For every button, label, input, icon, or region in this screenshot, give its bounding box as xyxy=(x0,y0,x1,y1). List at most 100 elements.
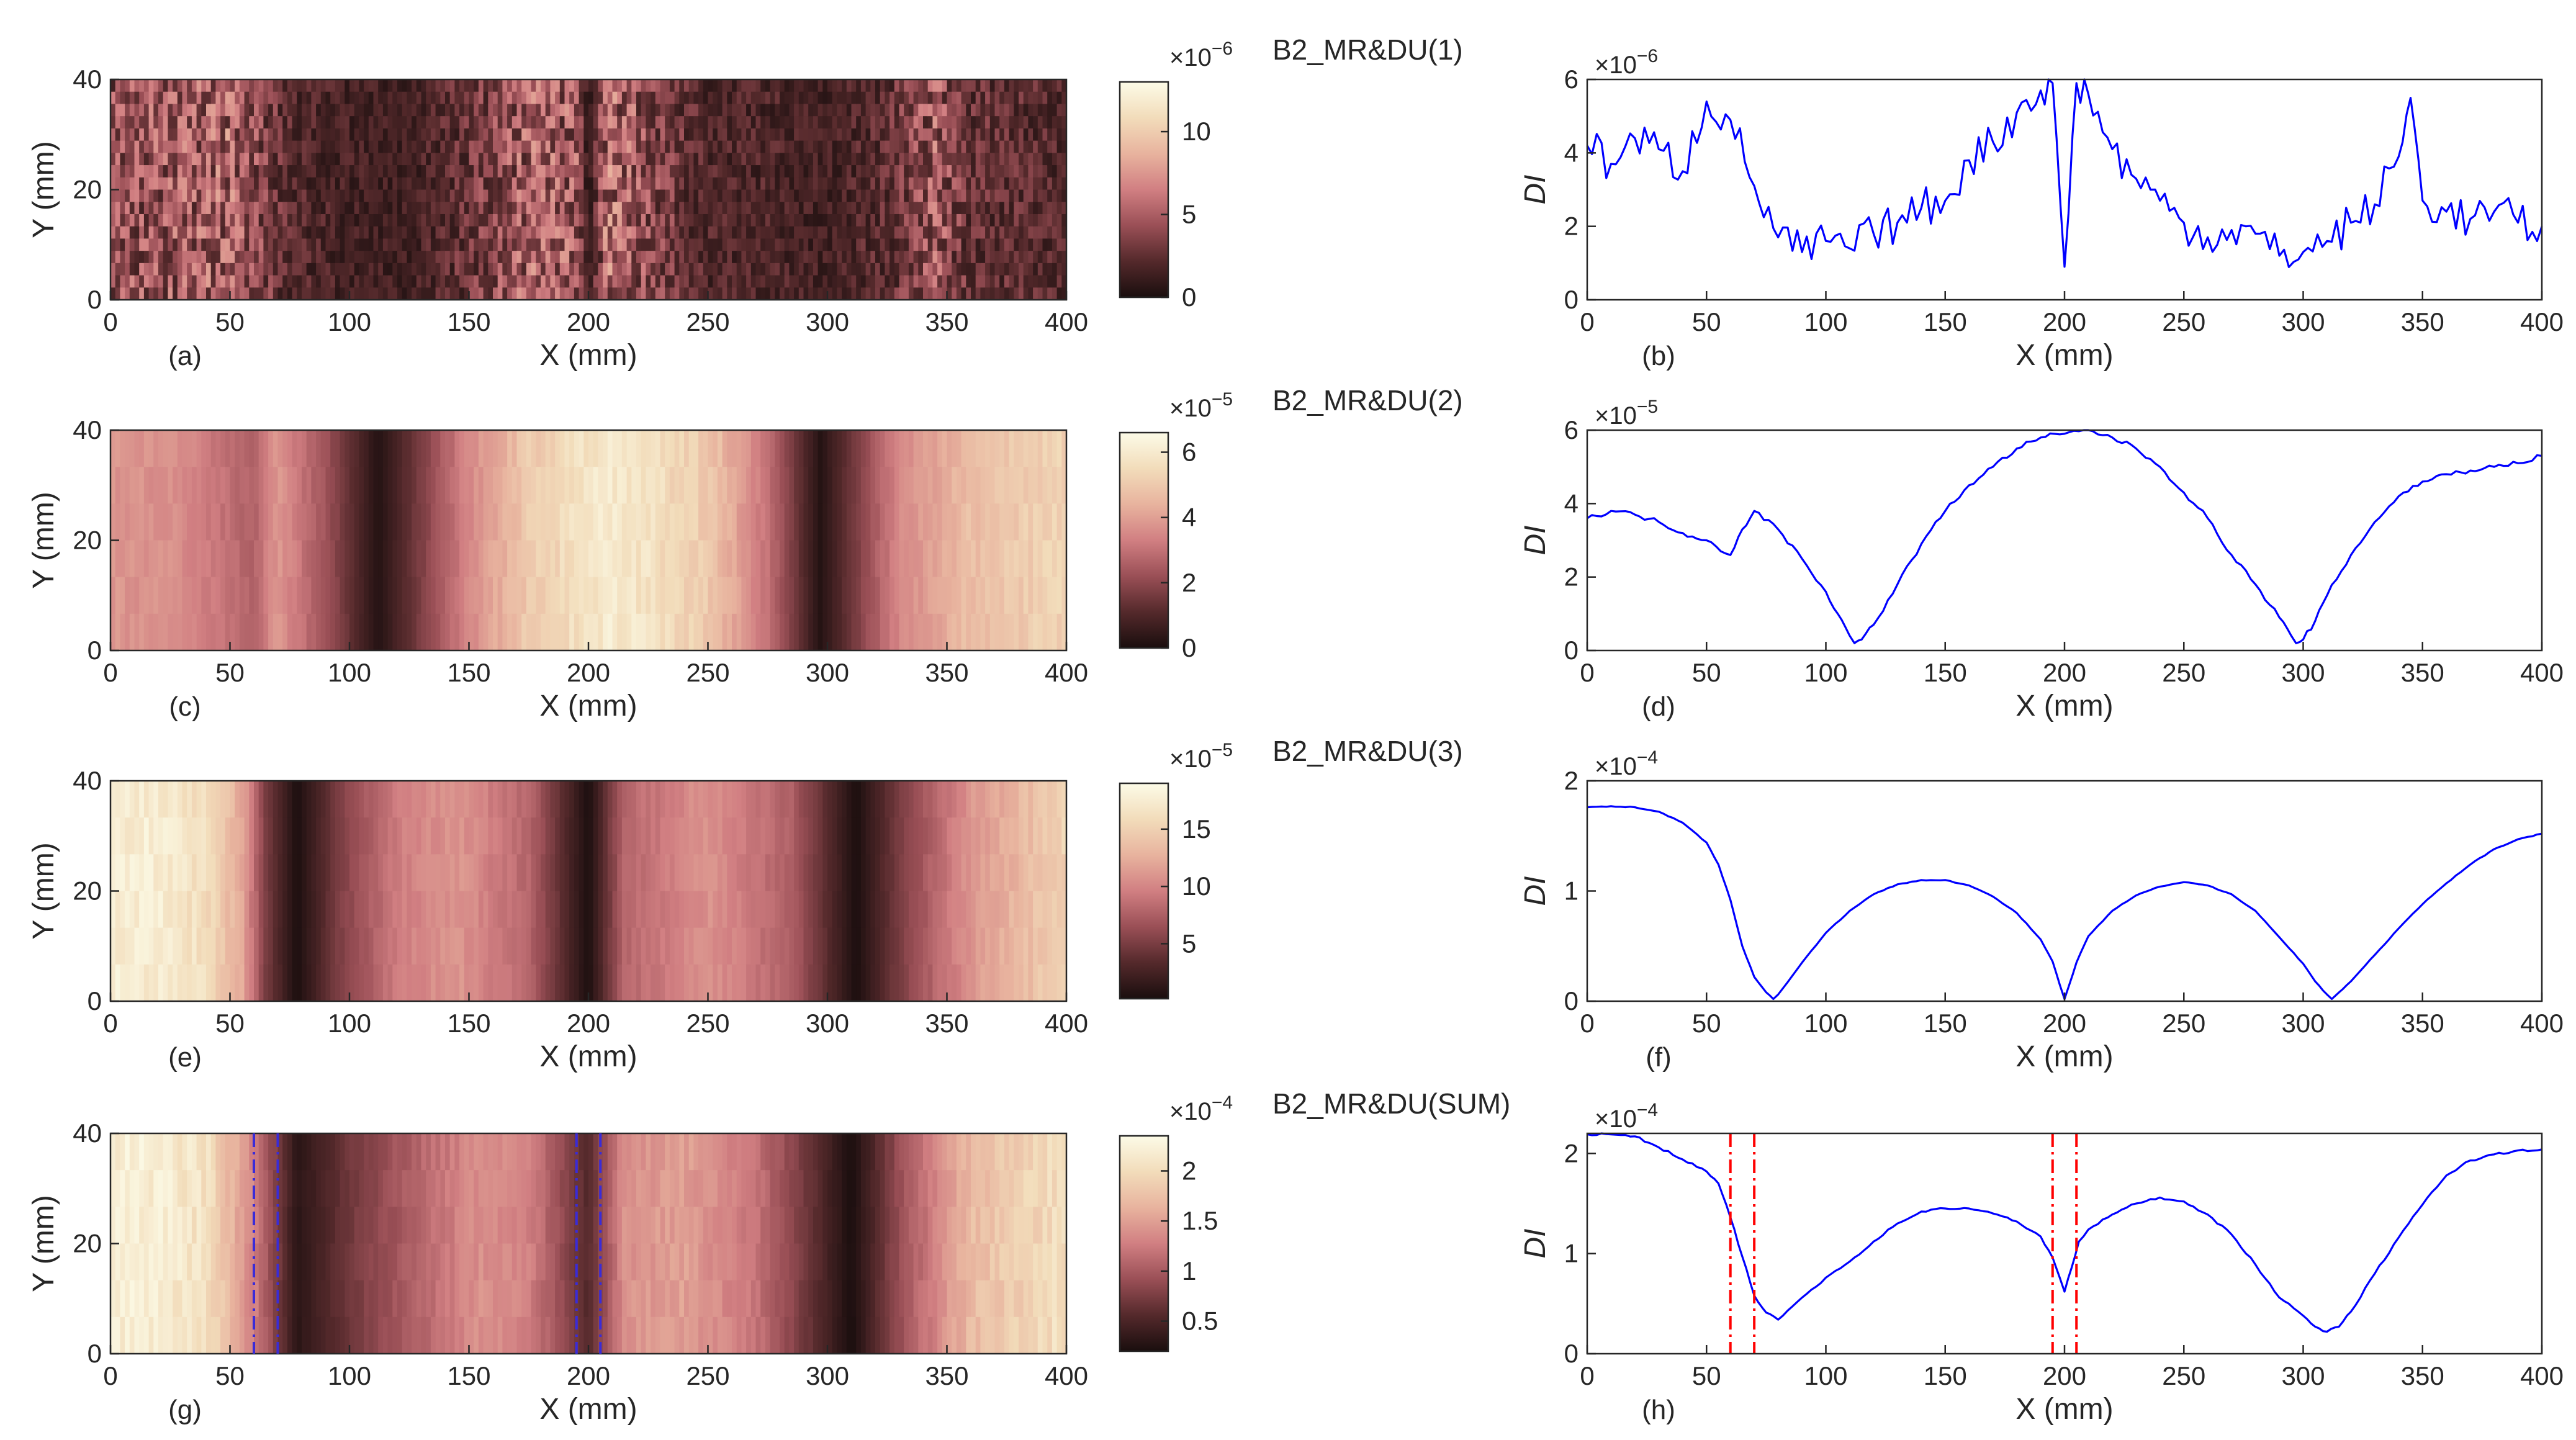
heatmap-cell xyxy=(143,817,150,855)
heatmap-cell xyxy=(784,467,790,505)
heatmap-cell xyxy=(1014,153,1019,166)
heatmap-cell xyxy=(947,263,952,276)
heatmap-cell xyxy=(837,177,842,191)
heatmap-cell xyxy=(263,153,269,166)
heatmap-cell xyxy=(684,503,690,541)
heatmap-cell xyxy=(1061,91,1067,105)
heatmap-cell xyxy=(822,104,828,117)
heatmap-cell xyxy=(832,214,838,227)
heatmap-cell xyxy=(335,430,341,467)
heatmap-cell xyxy=(851,613,857,651)
heatmap-cell xyxy=(1004,275,1010,289)
heatmap-cell xyxy=(1061,577,1067,614)
heatmap-cell xyxy=(865,226,871,240)
heatmap-cell xyxy=(335,202,341,215)
heatmap-cell xyxy=(196,577,202,614)
heatmap-cell xyxy=(1037,503,1043,541)
heatmap-cell xyxy=(593,503,599,541)
heatmap-cell xyxy=(421,202,426,215)
heatmap-cell xyxy=(459,238,465,251)
heatmap-cell xyxy=(464,613,470,651)
heatmap-cell xyxy=(454,467,460,505)
heatmap-cell xyxy=(421,189,426,203)
heatmap-cell xyxy=(574,503,580,541)
heatmap-cell xyxy=(593,104,599,117)
heatmap-cell xyxy=(550,613,556,651)
heatmap-cell xyxy=(187,177,192,191)
heatmap-cell xyxy=(158,467,164,505)
heatmap-cell xyxy=(789,153,795,166)
heatmap-cell xyxy=(851,275,857,289)
heatmap-cell xyxy=(956,275,962,289)
heatmap-cell xyxy=(272,238,279,251)
heatmap-cell xyxy=(191,577,197,614)
colorbar-tick-label: 5 xyxy=(1182,200,1196,229)
heatmap-cell xyxy=(1004,577,1010,614)
heatmap-cell xyxy=(335,263,341,276)
heatmap-cell xyxy=(464,116,470,129)
heatmap-cell xyxy=(440,238,446,251)
heatmap-cell xyxy=(803,613,809,651)
heatmap-cell xyxy=(120,503,125,541)
heatmap-cell xyxy=(382,251,389,264)
heatmap-cell xyxy=(908,287,914,300)
heatmap-cell xyxy=(215,577,221,614)
heatmap-cell xyxy=(904,467,909,505)
heatmap-cell xyxy=(316,140,322,154)
heatmap-cell xyxy=(593,91,599,105)
heatmap-cell xyxy=(507,287,513,300)
heatmap-cell xyxy=(621,503,628,541)
heatmap-cell xyxy=(827,275,833,289)
heatmap-cell xyxy=(263,251,269,264)
heatmap-cell xyxy=(908,140,914,154)
heatmap-cell xyxy=(741,116,747,129)
heatmap-cell xyxy=(603,430,608,467)
heatmap-cell xyxy=(947,430,952,467)
heatmap-cell xyxy=(521,116,527,129)
heatmap-cell xyxy=(110,226,116,240)
heatmap-cell xyxy=(607,177,613,191)
heatmap-cell xyxy=(1052,189,1058,203)
heatmap-cell xyxy=(182,287,187,300)
heatmap-cell xyxy=(340,251,346,264)
heatmap-cell xyxy=(345,238,350,251)
heatmap-cell xyxy=(894,140,900,154)
heatmap-cell xyxy=(593,577,599,614)
heatmap-cell xyxy=(794,104,799,117)
heatmap-cell xyxy=(846,91,852,105)
heatmap-cell xyxy=(531,613,537,651)
heatmap-cell xyxy=(129,251,135,264)
heatmap-cell xyxy=(755,116,761,129)
heatmap-cell xyxy=(311,540,317,578)
heatmap-cell xyxy=(684,140,690,154)
heatmap-cell xyxy=(220,577,226,614)
heatmap-cell xyxy=(196,226,202,240)
heatmap-cell xyxy=(703,263,709,276)
heatmap-cell xyxy=(598,153,603,166)
heatmap-cell xyxy=(775,613,780,651)
heatmap-cell xyxy=(115,189,121,203)
heatmap-cell xyxy=(426,189,431,203)
heatmap-cell xyxy=(607,577,613,614)
heatmap-cell xyxy=(1023,613,1029,651)
heatmap-cell xyxy=(182,275,187,289)
heatmap-cell xyxy=(660,287,665,300)
heatmap-cell xyxy=(966,287,971,300)
heatmap-cell xyxy=(669,430,675,467)
heatmap-cell xyxy=(789,613,795,651)
heatmap-cell xyxy=(392,503,398,541)
heatmap-cell xyxy=(143,153,150,166)
heatmap-cell xyxy=(885,165,890,178)
heatmap-cell xyxy=(593,467,599,505)
heatmap-cell xyxy=(827,613,833,651)
heatmap-cell xyxy=(851,226,857,240)
heatmap-cell xyxy=(1052,467,1058,505)
heatmap-cell xyxy=(163,238,169,251)
heatmap-cell xyxy=(187,116,192,129)
heatmap-cell xyxy=(994,613,1000,651)
heatmap-cell xyxy=(574,251,580,264)
heatmap-cell xyxy=(684,275,690,289)
heatmap-cell xyxy=(842,613,847,651)
heatmap-cell xyxy=(980,263,986,276)
